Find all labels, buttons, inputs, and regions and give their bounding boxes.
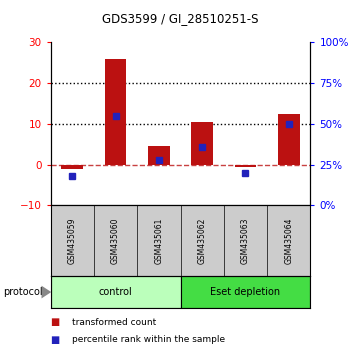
Text: Eset depletion: Eset depletion — [210, 287, 280, 297]
Text: GSM435062: GSM435062 — [198, 217, 206, 264]
Text: protocol: protocol — [4, 287, 43, 297]
Text: GSM435060: GSM435060 — [111, 217, 120, 264]
Bar — [61, 165, 83, 169]
Text: GSM435063: GSM435063 — [241, 217, 250, 264]
Bar — [235, 165, 256, 167]
Bar — [51, 276, 180, 308]
Text: GSM435061: GSM435061 — [155, 217, 163, 264]
Text: control: control — [99, 287, 132, 297]
Bar — [278, 114, 300, 165]
Text: GSM435059: GSM435059 — [68, 217, 77, 264]
Bar — [105, 59, 126, 165]
Text: transformed count: transformed count — [72, 318, 156, 327]
Bar — [191, 122, 213, 165]
Text: percentile rank within the sample: percentile rank within the sample — [72, 335, 225, 344]
Text: GSM435064: GSM435064 — [284, 217, 293, 264]
Text: ■: ■ — [51, 317, 60, 327]
Text: GDS3599 / GI_28510251-S: GDS3599 / GI_28510251-S — [102, 12, 259, 25]
Bar — [148, 146, 170, 165]
Bar — [180, 276, 310, 308]
Text: ■: ■ — [51, 335, 60, 345]
